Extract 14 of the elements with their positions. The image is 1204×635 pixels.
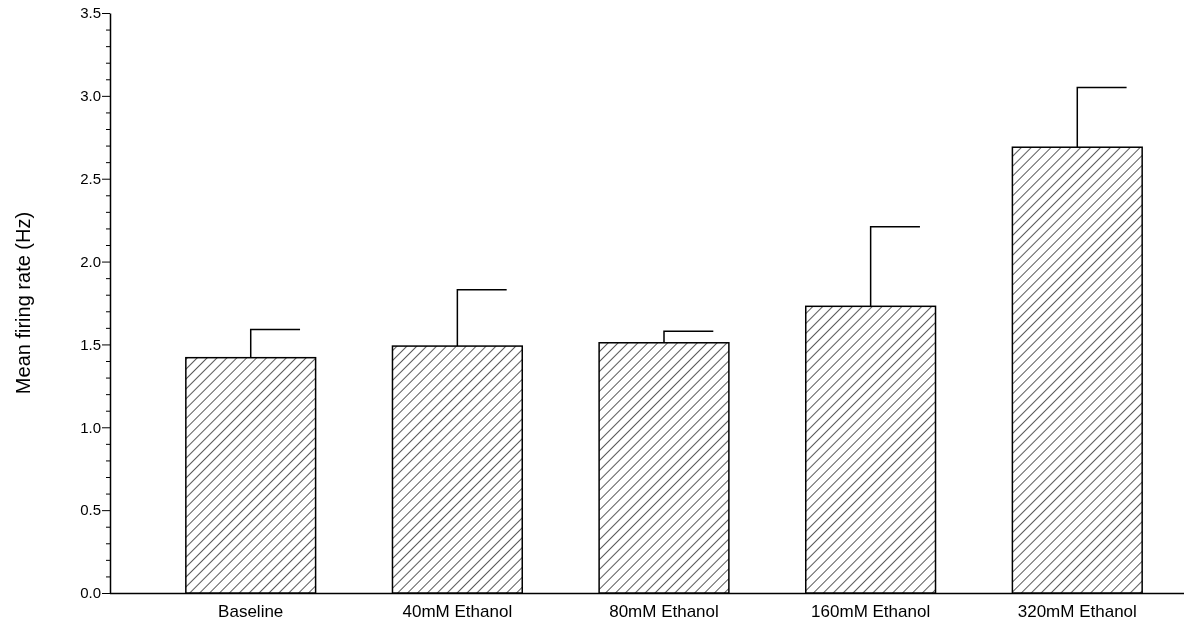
x-tick-label: 160mM Ethanol (811, 602, 931, 622)
y-axis-title: Mean firing rate (Hz) (12, 211, 34, 395)
y-tick-label: 1.0 (80, 418, 101, 436)
x-tick-label: Baseline (218, 602, 284, 622)
y-tick-label: 2.5 (80, 170, 101, 188)
y-tick-label: 2.0 (80, 252, 101, 270)
y-tick-label: 1.5 (80, 335, 101, 353)
x-tick-label: 320mM Ethanol (1017, 602, 1137, 622)
x-tick-label: 40mM Ethanol (402, 602, 513, 622)
x-tick-label: 80mM Ethanol (609, 602, 719, 622)
y-tick-label: 3.5 (80, 4, 101, 22)
y-tick-label: 0.5 (80, 501, 101, 519)
y-tick-label: 3.0 (80, 87, 101, 105)
y-tick-label: 0.0 (80, 584, 101, 602)
